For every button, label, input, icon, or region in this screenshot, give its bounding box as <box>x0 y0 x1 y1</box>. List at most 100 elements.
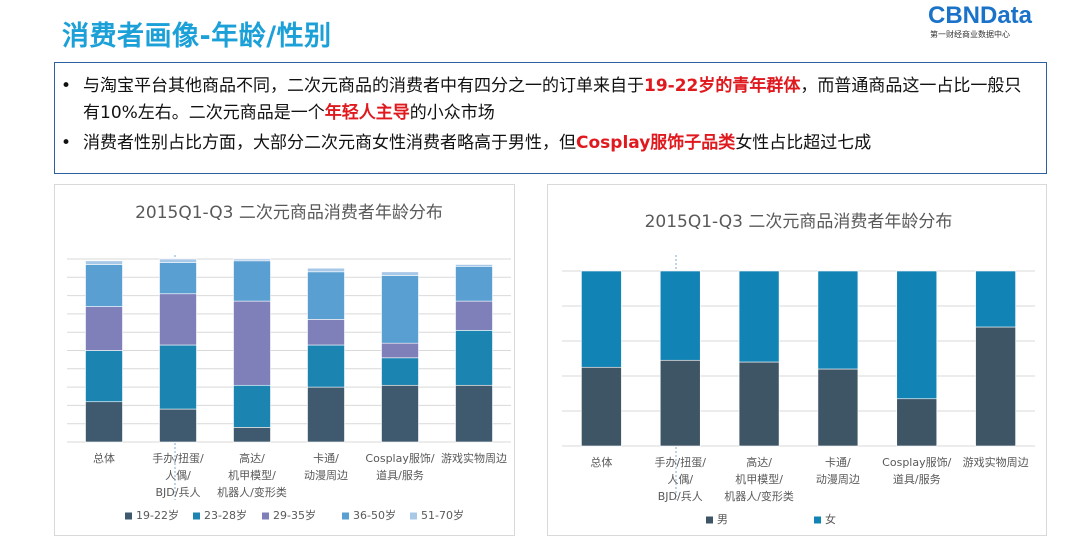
legend-label: 男 <box>717 513 728 526</box>
bar-segment <box>817 368 859 447</box>
x-tick-label: 卡通/ <box>825 456 851 469</box>
bar-segment <box>581 366 622 447</box>
bar-segment <box>659 270 701 361</box>
x-tick-label: 总体 <box>93 451 115 465</box>
page-title: 消费者画像-年龄/性别 <box>62 21 332 52</box>
bar-segment <box>307 271 345 320</box>
legend-swatch <box>814 516 821 524</box>
chart-panel: 2015Q1-Q3 二次元商品消费者年龄分布总体 手办/扭蛋/人偶/BJD/兵人 高… <box>547 184 1047 536</box>
bar-segment <box>381 384 419 443</box>
bar-segment <box>85 401 123 443</box>
bullet-text: 女性占比超过七成 <box>735 133 872 153</box>
bullet-text: 与淘宝平台其他商品不同，二次元商品的消费者中有四分之一的订单来自于 <box>83 76 644 96</box>
bar-segment <box>233 260 271 302</box>
x-tick-label: 手办/扭蛋/ <box>655 455 707 469</box>
bullet: 与淘宝平台其他商品不同，二次元商品的消费者中有四分之一的订单来自于19-22岁的… <box>61 73 1026 127</box>
legend-swatch <box>125 512 132 520</box>
x-tick-label: Cosplay服饰/ <box>365 451 434 465</box>
bar-segment <box>381 275 419 344</box>
x-tick-label: 游戏实物周边 <box>963 455 1029 469</box>
x-tick-label: 道具/服务 <box>893 472 941 486</box>
bar-segment <box>307 386 345 443</box>
logo: CBNData <box>928 2 1033 29</box>
x-tick-label: 机甲模型/ <box>228 468 276 482</box>
bar-segment <box>307 267 345 273</box>
legend-label: 36-50岁 <box>353 508 396 522</box>
x-tick-label: 动漫周边 <box>816 472 860 486</box>
legend-swatch <box>262 512 269 520</box>
x-tick-label: 卡通/ <box>313 452 339 465</box>
bullet: 消费者性别占比方面，大部分二次元商女性消费者略高于男性，但Cosplay服饰子品… <box>61 130 1026 157</box>
legend-swatch <box>193 512 200 520</box>
bar-segment <box>381 357 419 386</box>
bar-segment <box>159 293 197 346</box>
x-tick-label: 高达/ <box>746 455 772 469</box>
bar-segment <box>455 300 493 331</box>
bar-segment <box>455 266 493 302</box>
x-tick-label: BJD/兵人 <box>658 490 703 503</box>
x-tick-label: 机器人/变形类 <box>217 485 287 499</box>
legend-label: 19-22岁 <box>136 508 179 522</box>
bar-segment <box>307 344 345 388</box>
legend-label: 女 <box>825 512 836 526</box>
legend-label: 29-35岁 <box>273 508 316 522</box>
x-tick-label: 游戏实物周边 <box>441 451 507 465</box>
highlight-text: Cosplay服饰子品类 <box>576 133 736 153</box>
highlight-text: 年轻人主导 <box>324 103 410 123</box>
legend-label: 23-28岁 <box>204 508 247 522</box>
x-tick-label: 高达/ <box>239 451 265 465</box>
bar-segment <box>659 359 701 447</box>
legend-swatch <box>410 512 417 520</box>
bar-segment <box>85 306 123 351</box>
bar-segment <box>85 350 123 403</box>
bar-segment <box>159 258 197 263</box>
highlight-text: 19-22岁的青年群体 <box>644 76 801 96</box>
bar-segment <box>233 300 271 386</box>
bar-segment <box>381 271 419 276</box>
x-tick-label: 机器人/变形类 <box>724 489 794 503</box>
chart-panel: 2015Q1-Q3 二次元商品消费者年龄分布总体 手办/扭蛋/人偶/BJD/兵人 高… <box>54 184 515 536</box>
x-tick-label: 人偶/ <box>165 469 191 482</box>
bar-segment <box>817 270 859 370</box>
bar-segment <box>307 319 345 346</box>
logo-subtitle: 第一财经商业数据中心 <box>930 30 1010 39</box>
x-tick-label: 手办/扭蛋/ <box>152 451 204 465</box>
bar-segment <box>233 384 271 428</box>
x-tick-label: Cosplay服饰/ <box>882 455 951 469</box>
bar-segment <box>85 264 123 307</box>
bar-segment <box>455 330 493 386</box>
bar-segment <box>159 344 197 410</box>
bullet-text: ，而普通商品这一占比一般只有10%左右。二次元商品是一个 <box>83 76 1022 123</box>
chart-title: 2015Q1-Q3 二次元商品消费者年龄分布 <box>135 203 443 223</box>
bar-segment <box>159 408 197 443</box>
x-tick-label: 道具/服务 <box>376 468 424 482</box>
bar-segment <box>738 270 780 363</box>
x-tick-label: 总体 <box>590 455 612 469</box>
bar-segment <box>455 264 493 267</box>
bar-segment <box>975 326 1016 447</box>
bar-segment <box>738 361 780 447</box>
bar-segment <box>233 258 271 262</box>
bar-segment <box>233 427 271 443</box>
bullet-text: 的小众市场 <box>409 103 495 123</box>
bar-segment <box>85 260 123 265</box>
legend-swatch <box>706 516 713 524</box>
bullet-box: 与淘宝平台其他商品不同，二次元商品的消费者中有四分之一的订单来自于19-22岁的… <box>54 62 1047 174</box>
bullet-text: 消费者性别占比方面，大部分二次元商女性消费者略高于男性，但 <box>83 133 576 153</box>
x-tick-label: 机甲模型/ <box>735 472 783 486</box>
x-tick-label: 人偶/ <box>667 473 693 486</box>
bar-segment <box>896 398 938 447</box>
bar-segment <box>455 384 493 443</box>
bar-segment <box>159 262 197 295</box>
chart-title: 2015Q1-Q3 二次元商品消费者年龄分布 <box>645 212 953 232</box>
x-tick-label: 动漫周边 <box>304 468 348 482</box>
legend-label: 51-70岁 <box>421 508 464 522</box>
x-tick-label: BJD/兵人 <box>156 486 201 499</box>
bar-segment <box>581 270 622 368</box>
legend-swatch <box>342 512 349 520</box>
bar-segment <box>896 270 938 400</box>
bar-segment <box>975 270 1016 328</box>
bar-segment <box>381 342 419 359</box>
